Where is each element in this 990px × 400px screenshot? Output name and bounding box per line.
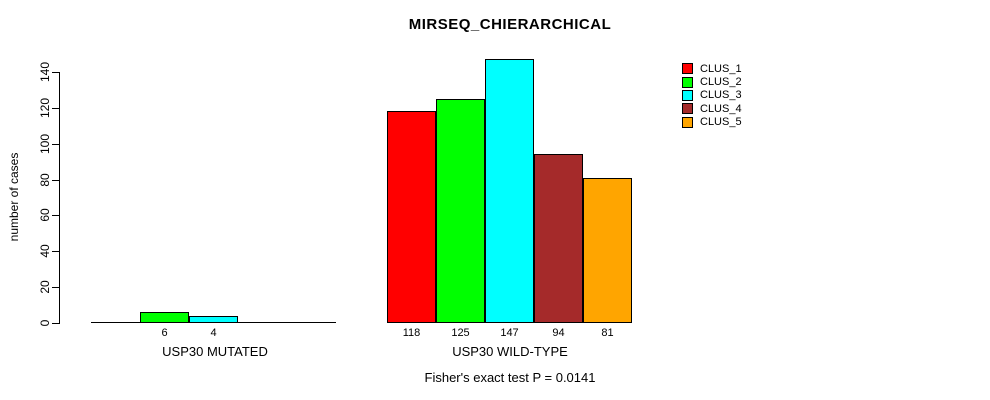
y-tick-label: 80	[38, 172, 52, 187]
x-group-label-mutated: USP30 MUTATED	[162, 344, 268, 359]
legend-swatch-icon	[682, 116, 693, 128]
y-tick-label: 0	[38, 319, 52, 327]
y-tick-mark	[52, 179, 60, 181]
y-tick-mark	[52, 143, 60, 145]
legend-label: CLUS_2	[700, 76, 742, 89]
legend-label: CLUS_4	[700, 102, 742, 115]
bar-value-label: 6	[161, 327, 168, 339]
bar-clus_3	[189, 316, 238, 323]
legend-item-clus_5: CLUS_5	[682, 116, 742, 129]
legend-item-clus_1: CLUS_1	[682, 62, 742, 75]
legend-swatch-icon	[682, 76, 693, 88]
legend-swatch-icon	[682, 63, 693, 75]
bar-value-label: 94	[552, 327, 565, 339]
bar-value-label: 81	[601, 327, 614, 339]
bar-clus_4	[534, 154, 583, 323]
bar-clus_1	[387, 111, 436, 323]
bar-clus_5	[287, 322, 336, 323]
legend: CLUS_1 CLUS_2 CLUS_3 CLUS_4 CLUS_5	[682, 62, 742, 129]
legend-label: CLUS_3	[700, 89, 742, 102]
y-tick-mark	[52, 72, 60, 73]
y-tick-label: 120	[38, 97, 52, 118]
y-tick-label: 60	[38, 208, 52, 223]
y-tick-mark	[52, 107, 60, 109]
legend-swatch-icon	[682, 103, 693, 115]
bar-clus_2	[140, 312, 189, 323]
legend-swatch-icon	[682, 89, 693, 101]
bar-clus_4	[238, 322, 287, 323]
chart-title: MIRSEQ_CHIERARCHICAL	[408, 16, 612, 33]
bar-clus_5	[583, 178, 632, 323]
y-tick-mark	[52, 251, 60, 253]
x-group-label-wildtype: USP30 WILD-TYPE	[452, 344, 568, 359]
bar-value-label: 4	[210, 327, 217, 339]
legend-item-clus_3: CLUS_3	[682, 89, 742, 102]
y-tick-label: 40	[38, 244, 52, 258]
bar-value-label: 118	[402, 327, 421, 339]
legend-label: CLUS_5	[700, 116, 742, 129]
legend-label: CLUS_1	[700, 62, 742, 75]
bar-value-label: 125	[451, 327, 470, 339]
y-tick-mark	[52, 323, 60, 324]
legend-item-clus_2: CLUS_2	[682, 75, 742, 88]
y-axis-title: number of cases	[7, 152, 21, 242]
bar-clus_3	[485, 59, 534, 323]
bar-value-label: 147	[500, 327, 519, 339]
y-axis-line	[59, 72, 60, 323]
y-tick-label: 20	[38, 280, 52, 294]
fisher-test-annotation: Fisher's exact test P = 0.0141	[424, 370, 596, 385]
y-tick-mark	[52, 287, 60, 289]
legend-item-clus_4: CLUS_4	[682, 102, 742, 115]
bar-clus_1	[91, 322, 140, 323]
y-tick-mark	[52, 215, 60, 217]
y-tick-label: 100	[38, 133, 52, 154]
y-tick-label: 140	[38, 61, 52, 83]
bar-clus_2	[436, 99, 485, 323]
